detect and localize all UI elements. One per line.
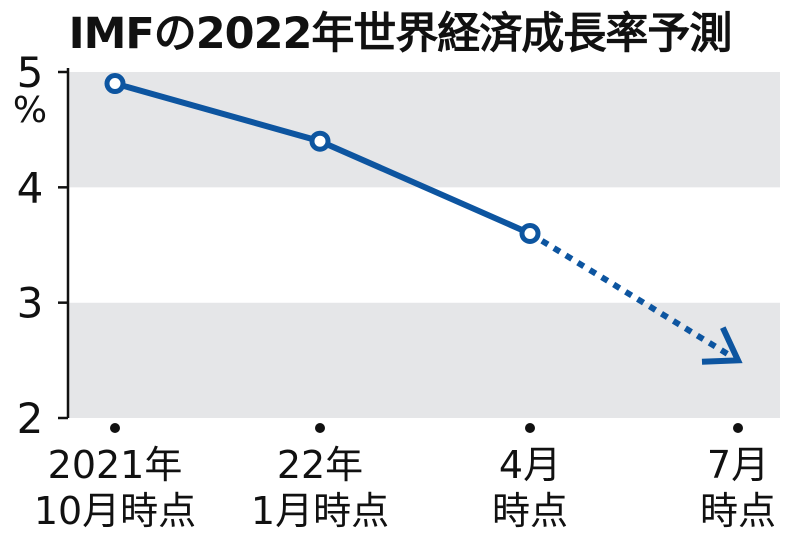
band-3-4 — [68, 187, 780, 303]
x-label-0-1: 10月時点 — [34, 489, 196, 533]
series-segment-2-dotted — [540, 238, 732, 358]
x-label-3-1: 時点 — [700, 489, 776, 533]
data-point-2 — [519, 222, 541, 244]
series-line — [112, 80, 743, 365]
x-dot-1 — [315, 423, 325, 433]
x-label-3-0: 7月 — [707, 443, 769, 487]
band-2-3 — [68, 302, 780, 418]
data-point-0 — [104, 73, 126, 95]
band-4-5 — [68, 72, 780, 188]
background-bands — [68, 72, 780, 418]
data-points — [104, 73, 541, 244]
y-tick-label-4: 4 — [17, 163, 44, 212]
chart-title: IMFの2022年世界経済成長率予測 — [68, 9, 733, 59]
x-label-2-1: 時点 — [492, 489, 568, 533]
arrow-head-icon — [701, 326, 743, 365]
x-label-1-1: 1月時点 — [251, 489, 389, 533]
y-axis-unit-label: % — [13, 90, 47, 131]
y-tick-labels: 2 3 4 5 — [17, 48, 44, 443]
x-dot-0 — [110, 423, 120, 433]
y-axis — [58, 68, 70, 420]
series-segment-1 — [317, 138, 533, 237]
x-dot-2 — [525, 423, 535, 433]
y-tick-label-2: 2 — [17, 394, 44, 443]
x-dot-3 — [733, 423, 743, 433]
y-tick-label-3: 3 — [17, 279, 44, 328]
x-label-2-0: 4月 — [499, 443, 561, 487]
x-category-dots — [110, 423, 743, 433]
series-segment-0 — [112, 80, 323, 145]
x-label-1-0: 22年 — [277, 443, 363, 487]
data-point-1 — [309, 130, 331, 152]
x-label-0-0: 2021年 — [48, 443, 183, 487]
y-tick-label-5: 5 — [17, 48, 44, 97]
